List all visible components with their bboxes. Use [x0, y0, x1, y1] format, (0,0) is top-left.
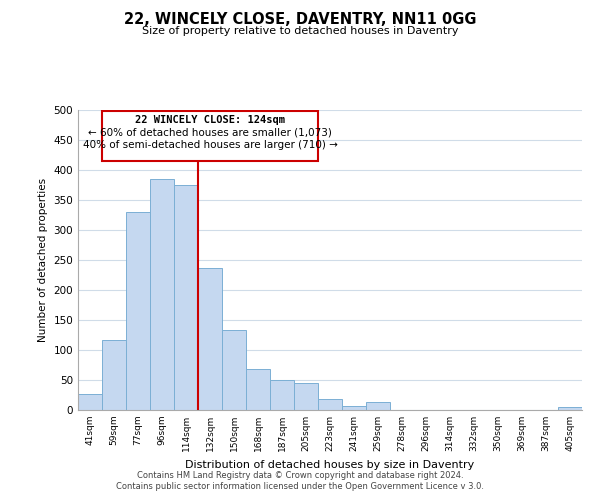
Bar	[294, 383, 318, 410]
Text: 40% of semi-detached houses are larger (710) →: 40% of semi-detached houses are larger (…	[83, 140, 337, 150]
Bar	[222, 330, 246, 410]
Text: ← 60% of detached houses are smaller (1,073): ← 60% of detached houses are smaller (1,…	[88, 128, 332, 138]
Bar	[318, 399, 342, 410]
Bar	[270, 380, 294, 410]
Bar	[198, 268, 222, 410]
Bar	[558, 407, 582, 410]
Bar	[246, 369, 270, 410]
Bar	[102, 111, 318, 161]
Bar	[150, 179, 174, 410]
Bar	[126, 212, 150, 410]
X-axis label: Distribution of detached houses by size in Daventry: Distribution of detached houses by size …	[185, 460, 475, 469]
Text: Size of property relative to detached houses in Daventry: Size of property relative to detached ho…	[142, 26, 458, 36]
Bar	[174, 185, 198, 410]
Text: 22, WINCELY CLOSE, DAVENTRY, NN11 0GG: 22, WINCELY CLOSE, DAVENTRY, NN11 0GG	[124, 12, 476, 28]
Bar	[342, 406, 366, 410]
Bar	[102, 340, 126, 410]
Y-axis label: Number of detached properties: Number of detached properties	[38, 178, 48, 342]
Text: Contains HM Land Registry data © Crown copyright and database right 2024.: Contains HM Land Registry data © Crown c…	[137, 471, 463, 480]
Bar	[78, 394, 102, 410]
Text: Contains public sector information licensed under the Open Government Licence v : Contains public sector information licen…	[116, 482, 484, 491]
Text: 22 WINCELY CLOSE: 124sqm: 22 WINCELY CLOSE: 124sqm	[135, 114, 285, 124]
Bar	[366, 402, 390, 410]
